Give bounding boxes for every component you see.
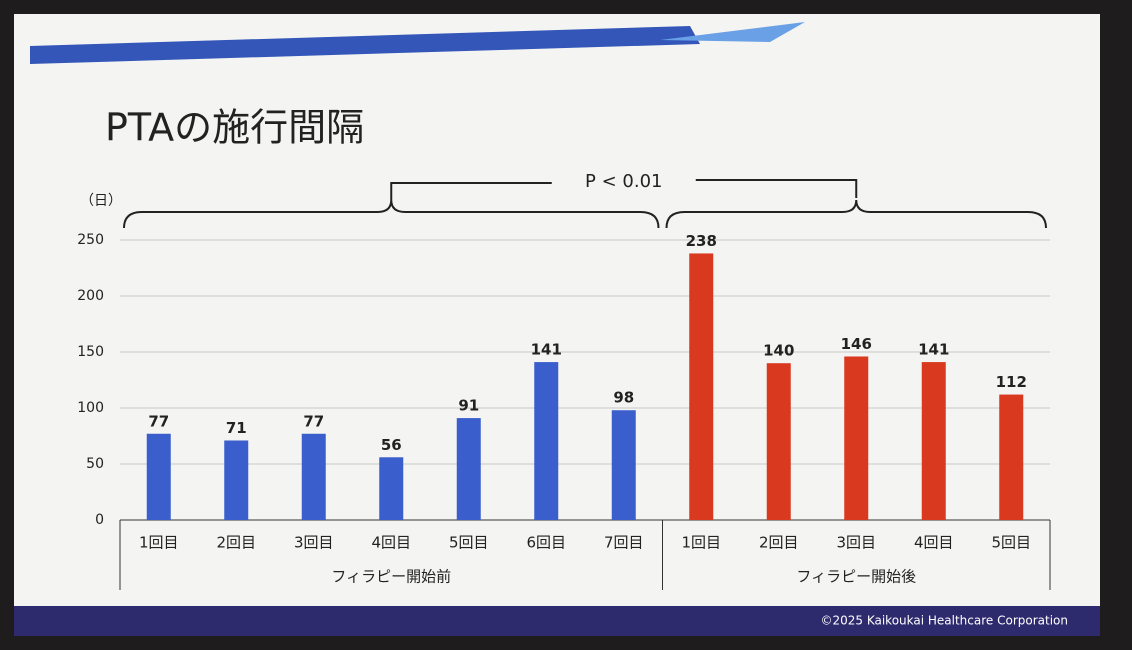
x-tick-label: 3回目 [294,534,334,552]
bar [999,394,1024,520]
group-label: フィラピー開始前 [331,568,451,586]
footer-bar [14,606,1100,636]
y-tick-label: 100 [77,400,104,416]
bar [534,362,559,520]
group-label: フィラピー開始後 [796,568,916,586]
bar [689,253,714,520]
bar [921,362,946,520]
value-label: 98 [613,389,634,407]
x-tick-label: 5回目 [449,534,489,552]
value-label: 238 [686,232,717,250]
x-tick-label: 1回目 [681,534,721,552]
y-tick-label: 50 [86,456,104,472]
y-tick-label: 0 [95,512,104,528]
value-label: 146 [841,335,872,353]
significance-bracket [390,179,858,200]
bar [456,418,481,520]
x-tick-label: 1回目 [139,534,179,552]
y-axis-label: （日） [80,193,122,209]
slide-background [14,14,1100,636]
group-brace [665,199,1047,229]
header-stripe [30,26,700,64]
value-label: 140 [763,342,794,360]
bar [146,433,171,520]
footer-text: ©2025 Kaikoukai Healthcare Corporation [820,614,1068,628]
value-label: 141 [918,341,949,359]
value-label: 56 [381,436,402,454]
bar [611,410,636,520]
x-tick-label: 4回目 [371,534,411,552]
x-tick-label: 4回目 [914,534,954,552]
x-tick-label: 3回目 [836,534,876,552]
bar [844,356,869,520]
chart-title: PTAの施行間隔 [105,106,364,150]
header-accent [660,22,805,42]
bar [379,457,404,520]
x-tick-label: 6回目 [526,534,566,552]
value-label: 91 [458,397,479,415]
value-label: 77 [148,412,169,430]
y-tick-label: 150 [77,344,104,360]
y-tick-label: 250 [77,232,104,248]
value-label: 112 [996,373,1027,391]
x-tick-label: 2回目 [216,534,256,552]
x-tick-label: 5回目 [991,534,1031,552]
x-tick-label: 2回目 [759,534,799,552]
bar [766,363,791,520]
y-tick-label: 200 [77,288,104,304]
value-label: 77 [303,412,324,430]
bar [301,433,326,520]
significance-label: P < 0.01 [585,171,662,192]
bar [224,440,249,520]
value-label: 141 [531,341,562,359]
x-tick-label: 7回目 [604,534,644,552]
value-label: 71 [226,419,247,437]
